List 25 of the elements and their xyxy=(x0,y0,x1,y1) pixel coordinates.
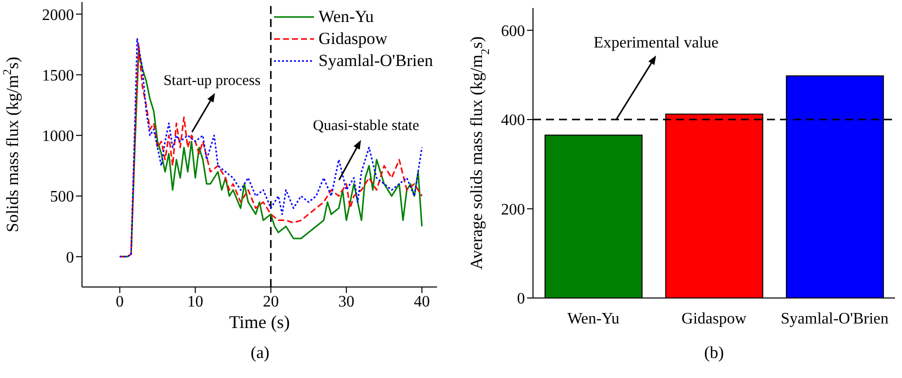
x-tick-label: 20 xyxy=(262,293,279,310)
ref-line-label: Experimental value xyxy=(594,34,718,52)
x-tick-label: Wen-Yu xyxy=(567,310,620,328)
y-tick-label: 500 xyxy=(50,188,74,206)
text: (b) xyxy=(703,343,725,363)
y-tick-label: 2000 xyxy=(42,6,74,24)
y-tick-label: 600 xyxy=(501,22,525,40)
legend-label: Wen-Yu xyxy=(318,7,374,27)
y-tick-label: 1000 xyxy=(42,128,74,146)
x-tick-label: Syamlal-O'Brien xyxy=(780,310,889,328)
x-tick-label: 0 xyxy=(116,293,124,310)
x-axis-title: Time (s) xyxy=(228,312,291,333)
y-tick-label: 0 xyxy=(66,249,74,266)
y-tick-label: 1500 xyxy=(42,67,74,84)
legend-label: Gidaspow xyxy=(318,29,388,49)
x-tick-label: 10 xyxy=(187,293,204,310)
annotation: Start-up process xyxy=(163,73,261,89)
x-tick-label: 30 xyxy=(338,293,354,310)
y-tick-label: 400 xyxy=(501,112,525,130)
legend-label: Syamlal-O'Brien xyxy=(318,51,433,71)
x-tick-label: 40 xyxy=(414,293,430,310)
text: (a) xyxy=(250,343,270,363)
annotation: Quasi-stable state xyxy=(312,118,420,134)
y-tick-label: 200 xyxy=(501,201,525,218)
x-tick-label: Gidaspow xyxy=(682,310,747,328)
